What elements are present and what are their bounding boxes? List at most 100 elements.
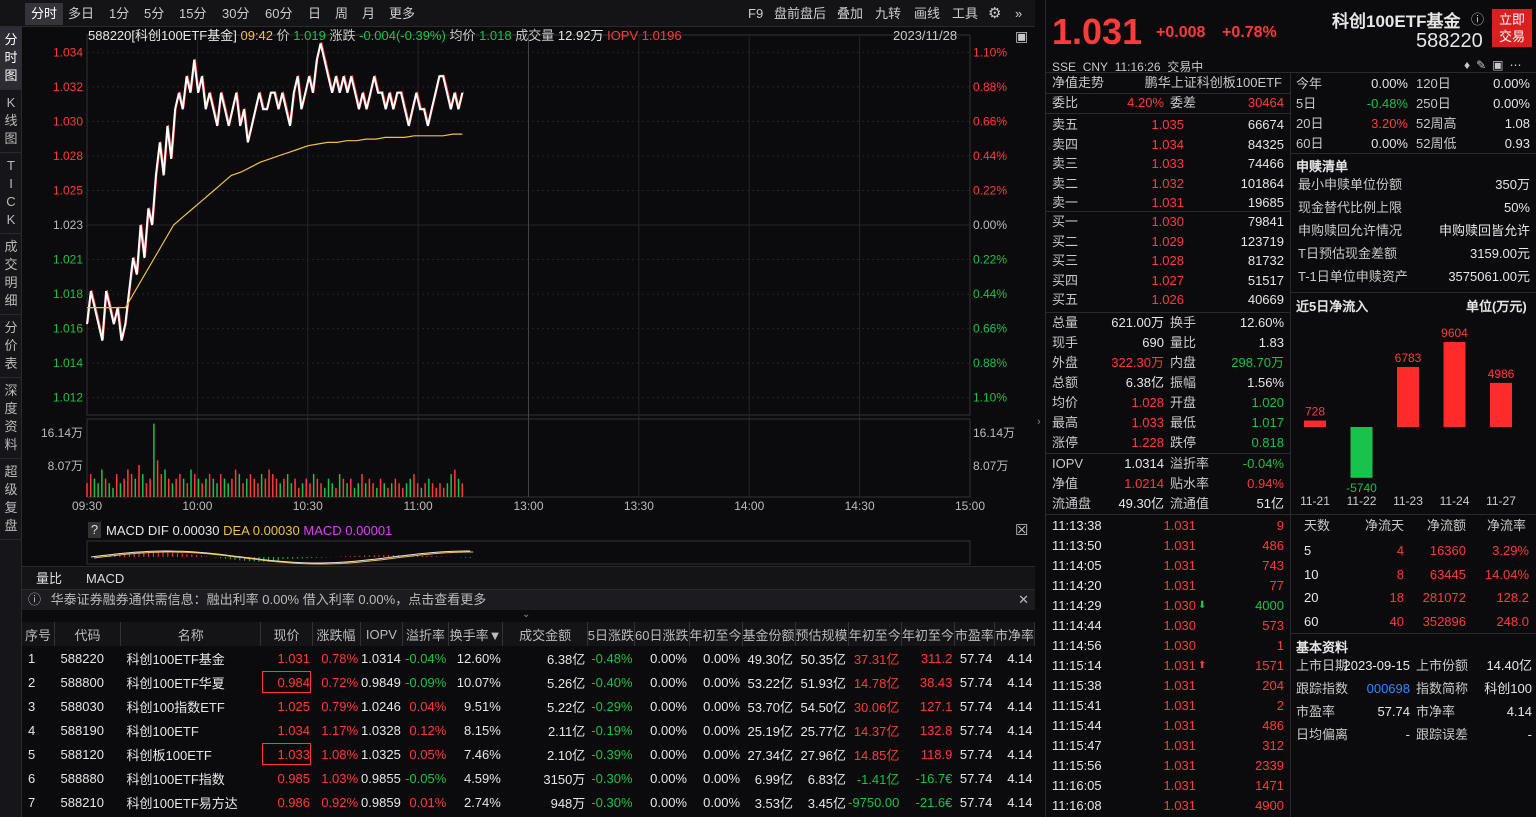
tab-more[interactable]: 更多 (389, 6, 416, 21)
double-chevron-right-icon[interactable]: » (1015, 6, 1023, 21)
column-header[interactable]: 换手率▼ (448, 622, 504, 646)
tab-60min[interactable]: 60分 (265, 6, 293, 21)
tab-multi-day[interactable]: 多日 (68, 6, 95, 21)
column-header[interactable]: 序号 (22, 622, 56, 646)
ask-label: 卖五 (1052, 117, 1079, 132)
column-header[interactable]: 基金份额 (742, 622, 796, 646)
premarket-button[interactable]: 盘前盘后 (774, 6, 827, 21)
column-header[interactable]: 市盈率 (954, 622, 995, 646)
table-row[interactable]: 7 588210 科创100ETF易方达 0.986 0.92% 0.9859 0.01% 2… (22, 790, 1035, 814)
table-row[interactable]: 4 588190 科创100ETF 1.034 1.17% 1.0328 0.12% 8.15… (22, 718, 1035, 742)
f9-button[interactable]: F9 (748, 6, 764, 21)
side-tab-tick[interactable]: T I C K (0, 153, 22, 234)
stat-label: 净值 (1052, 476, 1079, 491)
column-header[interactable]: 预估规模 (795, 622, 849, 646)
tab-volume-ratio[interactable]: 量比 (36, 571, 63, 586)
tick-volume: 573 (1262, 618, 1284, 633)
ask-price[interactable]: 1.033 (1151, 156, 1184, 171)
column-header[interactable]: 60日涨跌 (634, 622, 690, 646)
panel-action-icons[interactable]: ♦✎▣⋯ (1464, 58, 1528, 72)
net-inflow-unit: 单位(万元) (1466, 299, 1527, 314)
column-header[interactable]: 代码 (54, 622, 122, 646)
tab-1min[interactable]: 1分 (109, 6, 130, 21)
column-header[interactable]: 名称 (120, 622, 262, 646)
bid-price[interactable]: 1.027 (1151, 272, 1184, 288)
side-tab-profile[interactable]: 深 度 资 料 (0, 378, 22, 459)
tab-day[interactable]: 日 (308, 6, 322, 21)
tick-time: 11:14:20 (1052, 578, 1102, 593)
macd-dea: 0.00030 (252, 523, 300, 538)
macd-help-icon[interactable]: ? (88, 522, 101, 538)
tools-button[interactable]: 工具 (952, 6, 979, 21)
table-row[interactable]: 1 588220 科创100ETF基金 1.031 0.78% 1.0314 -0.04% 1… (22, 646, 1035, 670)
x-tick-label: 10:00 (182, 499, 212, 513)
collapse-arrow-icon[interactable]: › (1037, 416, 1041, 428)
ask-price[interactable]: 1.032 (1151, 175, 1184, 191)
column-header[interactable]: 成交金额 (502, 622, 588, 646)
ask-price[interactable]: 1.035 (1151, 117, 1184, 132)
chevron-down-icon[interactable]: ⌄ (522, 609, 531, 620)
tick-price: 1.030 (1163, 598, 1196, 613)
basic-value[interactable]: 000698 (1366, 681, 1410, 696)
tab-15min[interactable]: 15分 (179, 6, 207, 21)
bid-price[interactable]: 1.028 (1151, 253, 1184, 268)
table-row[interactable]: 6 588880 科创100ETF指数 0.985 1.03% 0.9855 -0.05% 4… (22, 766, 1035, 790)
table-cell: 0.92% (321, 794, 359, 810)
tab-intraday[interactable]: 分时 (25, 3, 64, 25)
close-icon[interactable]: ☒ (1015, 522, 1029, 539)
column-header[interactable]: 5日涨跌 (587, 622, 636, 646)
draw-line-button[interactable]: 画线 (914, 6, 941, 21)
tab-30min[interactable]: 30分 (222, 6, 250, 21)
side-tab-review[interactable]: 超 级 复 盘 (0, 459, 22, 540)
ask-price[interactable]: 1.034 (1151, 136, 1184, 152)
basic-info-title: 基本资料 (1296, 640, 1349, 655)
side-tab-intraday[interactable]: 分 时 图 (0, 27, 22, 90)
table-cell: -0.05% (405, 770, 447, 786)
ask-price[interactable]: 1.031 (1151, 195, 1184, 210)
info-circle-icon[interactable]: ⓘ (1471, 12, 1485, 27)
table-cell: -0.30% (591, 794, 633, 810)
tab-month[interactable]: 月 (362, 6, 376, 21)
panel-toggle-icon[interactable]: ▣ (1015, 28, 1029, 44)
tab-macd[interactable]: MACD (86, 571, 125, 586)
table-cell: 1.034 (277, 722, 310, 738)
column-header[interactable]: 年初至今 (901, 622, 955, 646)
margin-notice-bar[interactable]: ⓘ 华泰证券融券通供需信息：融出利率 0.00% 借入利率 0.00%，点击查看… (22, 590, 1035, 610)
column-header[interactable]: IOPV (360, 622, 404, 646)
overlay-button[interactable]: 叠加 (837, 6, 864, 21)
stat-value: 51亿 (1256, 496, 1284, 511)
stat-label: 跌停 (1170, 435, 1197, 450)
intraday-chart[interactable]: 1.034 1.032 1.030 1.028 1.025 1.023 1.021 1.018… (22, 27, 1035, 567)
column-header[interactable]: 涨跌幅 (312, 622, 361, 646)
side-tab-deals[interactable]: 成 交 明 细 (0, 234, 22, 315)
table-row[interactable]: 5 588120 科创板100ETF 1.033 1.08% 1.0325 0.05% 7.4… (22, 742, 1035, 766)
gear-icon[interactable]: ⚙ (988, 5, 1002, 22)
side-tab-kline[interactable]: K 线 图 (0, 90, 22, 153)
tab-week[interactable]: 周 (335, 6, 349, 21)
table-row[interactable]: 3 588030 科创100指数ETF 1.025 0.79% 1.0246 0.04% 9.… (22, 694, 1035, 718)
column-header[interactable]: 溢折率 (402, 622, 449, 646)
basic-label: 市净率 (1416, 704, 1456, 719)
table-cell: 4.14 (1007, 794, 1033, 810)
close-icon[interactable]: ✕ (1018, 592, 1029, 607)
nine-turn-button[interactable]: 九转 (875, 6, 902, 21)
side-tab-price-table[interactable]: 分 价 表 (0, 315, 22, 378)
tick-time: 11:15:44 (1052, 718, 1102, 733)
bid-price[interactable]: 1.029 (1151, 233, 1184, 249)
notice-text[interactable]: 华泰证券融券通供需信息：融出利率 0.00% 借入利率 0.00%，点击查看更多 (50, 592, 487, 607)
perf-label: 52周低 (1416, 136, 1457, 151)
tick-volume: 9 (1276, 518, 1284, 533)
table-cell: 科创100ETF基金 (126, 651, 225, 667)
column-header[interactable]: 年初至今 (848, 622, 902, 646)
x-tick-label: 11:00 (404, 499, 433, 513)
table-row[interactable]: 2 588800 科创100ETF华夏 0.984 0.72% 0.9849 -0.09% 1… (22, 670, 1035, 694)
trade-now-button[interactable]: 立即 交易 (1492, 9, 1532, 47)
nav-trend-link[interactable]: 净值走势 (1052, 75, 1105, 90)
bid-price[interactable]: 1.030 (1151, 214, 1184, 229)
column-header[interactable]: 年初至今 (689, 622, 743, 646)
tab-5min[interactable]: 5分 (144, 6, 165, 21)
column-header[interactable]: 市净率 (994, 622, 1036, 646)
column-header[interactable]: 现价 (260, 622, 313, 646)
macd-macd-label: MACD (303, 523, 342, 538)
bid-price[interactable]: 1.026 (1151, 292, 1184, 307)
